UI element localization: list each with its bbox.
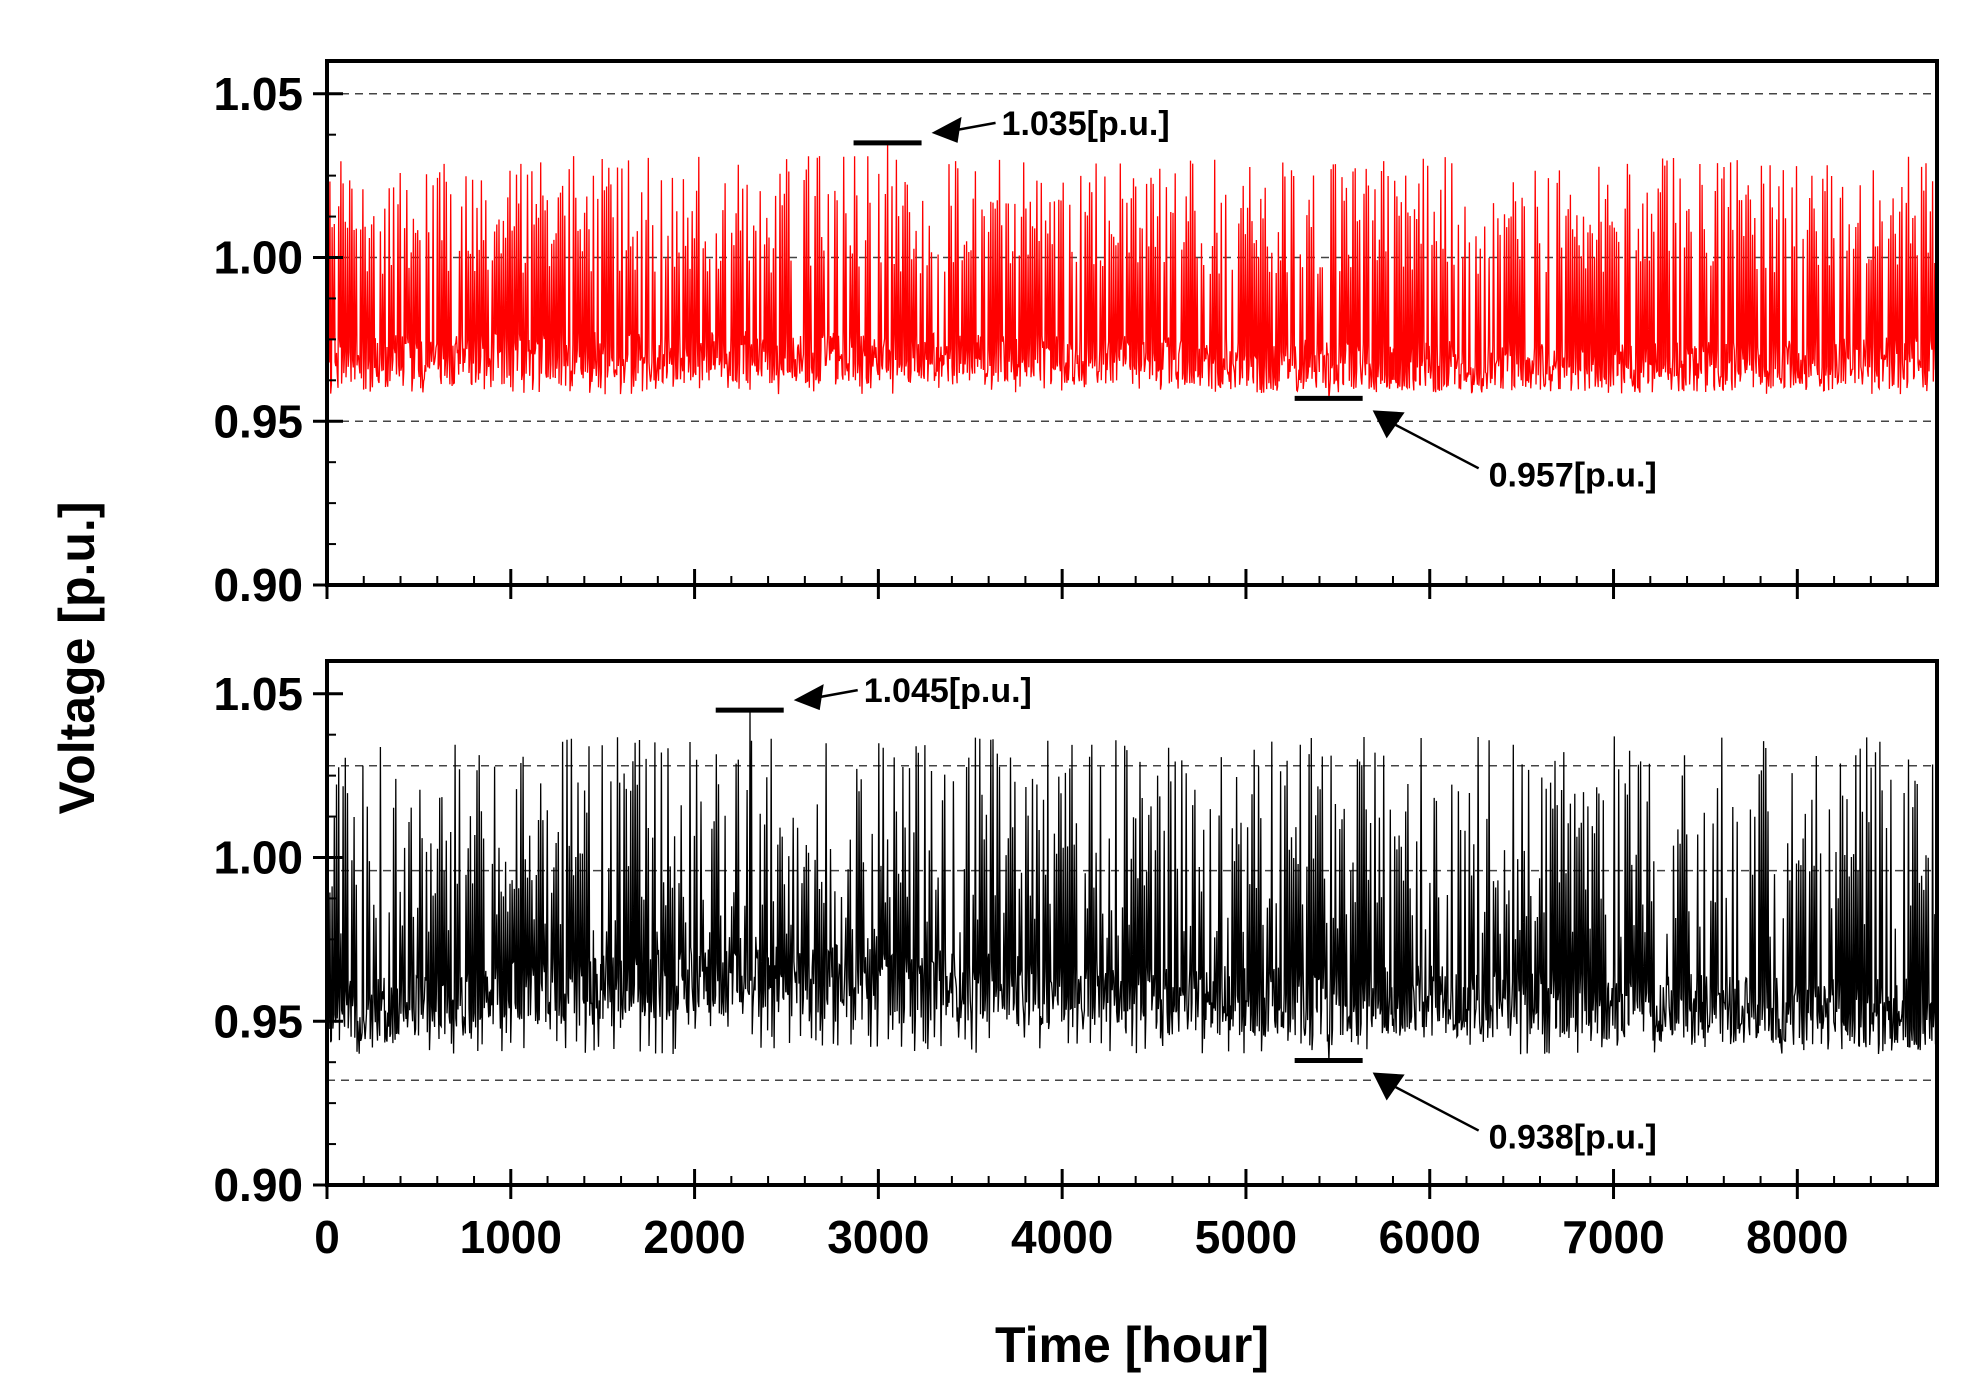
- max-arrow-head: [793, 684, 824, 711]
- min-arrow-head: [1372, 1072, 1405, 1101]
- y-tick-label: 1.05: [213, 68, 303, 120]
- x-tick-label: 5000: [1195, 1211, 1297, 1263]
- x-tick-label: 2000: [643, 1211, 745, 1263]
- y-tick-label: 1.00: [213, 232, 303, 284]
- y-tick-label: 0.95: [213, 395, 303, 447]
- x-tick-label: 0: [314, 1211, 340, 1263]
- y-tick-label: 0.90: [213, 559, 303, 611]
- x-tick-label: 7000: [1562, 1211, 1664, 1263]
- y-tick-label: 0.90: [213, 1159, 303, 1211]
- x-tick-label: 4000: [1011, 1211, 1113, 1263]
- y-tick-label: 0.95: [213, 995, 303, 1047]
- min-arrow-shaft: [1390, 421, 1480, 470]
- voltage-series-line: [326, 142, 1938, 399]
- max-annotation-label: 1.035[p.u.]: [1002, 105, 1170, 143]
- min-arrow-head: [1372, 410, 1405, 439]
- y-axis-title: Voltage [p.u.]: [49, 502, 105, 815]
- y-tick-label: 1.05: [213, 668, 303, 720]
- top-panel-frame: [325, 59, 1939, 587]
- min-arrow-shaft: [1390, 1083, 1480, 1132]
- top-voltage-panel: 0.90 0.95 1.00 1.05 1.035[p.u.] 0.957[p.u.]: [213, 59, 1939, 611]
- x-tick-label: 1000: [460, 1211, 562, 1263]
- max-arrow-head: [931, 116, 962, 143]
- bottom-voltage-panel: 0.90 0.95 1.00 1.05 0 1000 2000 3000 4000 5000 600…: [213, 659, 1939, 1263]
- max-annotation-label: 1.045[p.u.]: [864, 672, 1032, 710]
- y-tick-label: 1.00: [213, 832, 303, 884]
- x-axis-title: Time [hour]: [995, 1317, 1269, 1373]
- x-tick-label: 3000: [827, 1211, 929, 1263]
- min-annotation-label: 0.957[p.u.]: [1489, 456, 1657, 494]
- voltage-series-line: [326, 710, 1938, 1061]
- x-tick-label: 6000: [1379, 1211, 1481, 1263]
- x-tick-label: 8000: [1746, 1211, 1848, 1263]
- min-annotation-label: 0.938[p.u.]: [1489, 1119, 1657, 1157]
- bottom-panel-frame: [325, 659, 1939, 1187]
